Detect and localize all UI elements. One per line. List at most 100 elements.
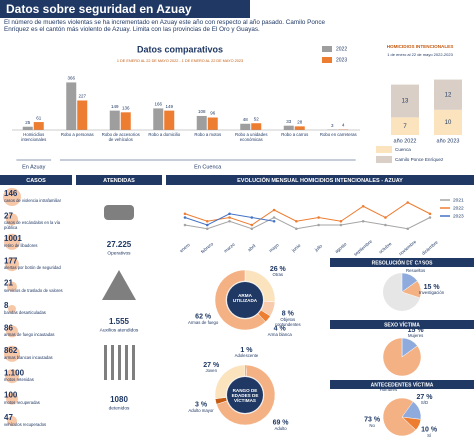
legend-label: Cuenca <box>395 147 411 152</box>
point <box>339 219 343 223</box>
case-label: servicios de traslado de valores <box>4 287 63 293</box>
value-label: 69 % <box>273 419 290 426</box>
case-label: casos de escándalos en la vía pública <box>4 220 61 230</box>
case-label: alertas por botón de seguridad <box>4 265 61 271</box>
x-tick-label: julio <box>313 243 323 253</box>
section-title: CASOS <box>26 178 46 184</box>
point <box>361 219 365 223</box>
chart-title: SEXO VÍCTIMA <box>384 320 420 328</box>
category-label: Objetos contundentes <box>274 316 301 327</box>
section-title: EVOLUCIÓN MENSUAL HOMICIDIOS INTENCIONAL… <box>237 176 403 184</box>
case-label: vehículos recuperados <box>4 422 47 427</box>
bar <box>120 112 131 130</box>
value-label: 136 <box>122 106 130 111</box>
category-label: Resueltos <box>406 268 426 274</box>
case-bubble <box>4 233 20 250</box>
legend-swatch <box>322 57 332 63</box>
point <box>361 204 365 208</box>
x-tick-label: agosto <box>334 241 348 254</box>
attended-value: 1.555 <box>109 317 130 326</box>
point <box>228 212 231 216</box>
point <box>272 208 276 212</box>
bar <box>153 108 164 130</box>
category-label: Adulto mayor <box>188 407 214 413</box>
jail-bar-icon <box>125 345 128 380</box>
point <box>250 216 254 219</box>
line <box>184 216 431 230</box>
point <box>295 227 298 231</box>
value-label: 96 <box>210 111 216 116</box>
bar <box>283 125 294 130</box>
value-label: 15 % <box>424 284 441 291</box>
warning-icon <box>102 270 136 300</box>
point <box>406 227 410 231</box>
point <box>183 223 187 227</box>
slice <box>214 269 266 331</box>
legend-label: 2022 <box>336 46 347 52</box>
x-tick-label: año 2022 <box>394 138 417 144</box>
value-label: 26 % <box>270 266 287 273</box>
category-label: Hombres <box>379 386 398 392</box>
bar <box>338 129 349 130</box>
value-label: 28 <box>297 120 303 125</box>
slice <box>216 364 276 426</box>
value-label: 62 % <box>195 313 212 320</box>
case-value: 1.100 <box>4 368 25 377</box>
case-value: 47 <box>4 413 13 422</box>
category-label: Sí <box>427 432 432 438</box>
category-label: No <box>369 422 375 428</box>
x-tick-label: Robo a unidades económicas <box>235 132 268 142</box>
jail-bar-icon <box>132 345 135 380</box>
value-label: 15 % <box>408 327 425 334</box>
value-label: 7 <box>403 124 407 130</box>
point <box>295 219 298 223</box>
x-tick-label: marzo <box>223 242 236 254</box>
donut-title: ARMA UTILIZADA <box>232 293 258 304</box>
case-label: casos de violencia intrafamiliar <box>4 198 62 203</box>
value-label: 73 % <box>364 417 381 424</box>
value-label: 48 <box>243 117 249 122</box>
bar <box>66 82 77 130</box>
x-tick-label: Homicidios intencionales <box>21 132 47 142</box>
x-tick-label: Robo en carreteras <box>319 132 357 137</box>
bar <box>251 123 262 130</box>
bar <box>196 115 207 130</box>
point <box>183 212 187 216</box>
jail-bar-icon <box>118 345 121 380</box>
point <box>317 223 320 227</box>
case-label: motos recuperadas <box>4 399 40 405</box>
x-tick-label: septiembre <box>353 238 374 256</box>
slice <box>214 364 246 400</box>
chart-subtitle: 1 de enero al 22 de mayo 2022-2023 <box>387 52 453 57</box>
legend-label: Camilo Ponce Enríquez <box>395 157 444 162</box>
line <box>184 201 431 226</box>
case-value: 146 <box>4 189 18 198</box>
case-bubble <box>7 416 17 426</box>
category-label: Mujeres <box>407 333 424 339</box>
category-label: Adulto <box>274 425 287 431</box>
point <box>339 223 343 227</box>
point <box>250 227 254 231</box>
x-tick-label: Robo de accesorios de vehículos <box>101 132 140 142</box>
value-label: 166 <box>154 102 162 107</box>
x-tick-label: Robo a personas <box>60 132 94 137</box>
section-bar <box>330 380 474 389</box>
section-title: ATENDIDAS <box>103 178 135 184</box>
section-bar <box>0 175 72 185</box>
case-label: armas blancas incautadas <box>4 354 53 360</box>
bar-segment <box>391 84 419 118</box>
page-title: Datos sobre seguridad en Azuay <box>6 2 192 16</box>
case-label: motos retenidas <box>4 377 34 383</box>
value-label: 149 <box>111 104 119 109</box>
x-tick-label: enero <box>179 242 191 254</box>
bar <box>164 110 175 130</box>
value-label: 15 % <box>408 262 425 269</box>
section-bar <box>330 320 474 329</box>
x-tick-label: Robo a carros <box>281 132 309 137</box>
value-label: 3 <box>331 123 334 128</box>
section-bar <box>166 175 474 185</box>
chart-subtitle: 1 DE ENERO AL 22 DE MAYO 2022 - 1 DE ENE… <box>117 59 243 63</box>
attended-label: detenidos <box>109 405 130 411</box>
bar-segment <box>434 109 462 135</box>
x-tick-label: noviembre <box>398 239 418 257</box>
